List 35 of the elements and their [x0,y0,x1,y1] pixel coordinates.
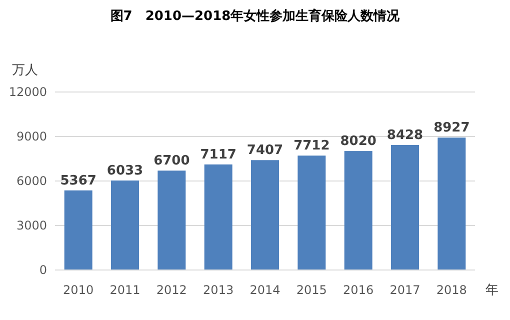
x-tick-label: 2012 [156,283,187,297]
bar [344,151,372,270]
y-tick-label: 0 [39,263,47,277]
bar [391,144,419,270]
bar [111,180,139,270]
data-label: 7712 [294,138,330,154]
data-label: 8428 [386,128,424,143]
y-tick-label: 12000 [8,85,47,99]
data-label: 5367 [60,173,96,188]
y-tick-label: 9000 [16,130,47,144]
chart-title: 图7 2010—2018年女性参加生育保险人数情况 [110,8,401,24]
data-label: 7117 [200,147,236,162]
x-tick-label: 2018 [436,283,467,297]
y-tick-label: 6000 [16,174,47,188]
data-label: 6033 [106,164,144,179]
bar [298,156,326,270]
bar [204,164,232,270]
x-tick-label: 2010 [63,283,94,297]
x-axis-title: 年 [486,283,498,298]
bar [64,190,92,270]
y-axis-title: 万人 [12,63,38,78]
x-tick-label: 2015 [296,283,327,297]
x-tick-label: 2011 [110,283,140,297]
y-tick-label: 3000 [16,218,47,232]
bar [158,170,186,270]
data-label: 6700 [154,154,190,169]
data-label: 8020 [340,134,376,150]
x-tick-label: 2017 [390,283,420,297]
bar [438,138,466,270]
x-tick-label: 2016 [343,283,374,297]
x-tick-label: 2014 [250,283,280,297]
data-label: 7407 [246,143,284,158]
bar [251,160,279,270]
data-label: 8927 [434,120,470,136]
x-tick-label: 2013 [203,283,234,297]
